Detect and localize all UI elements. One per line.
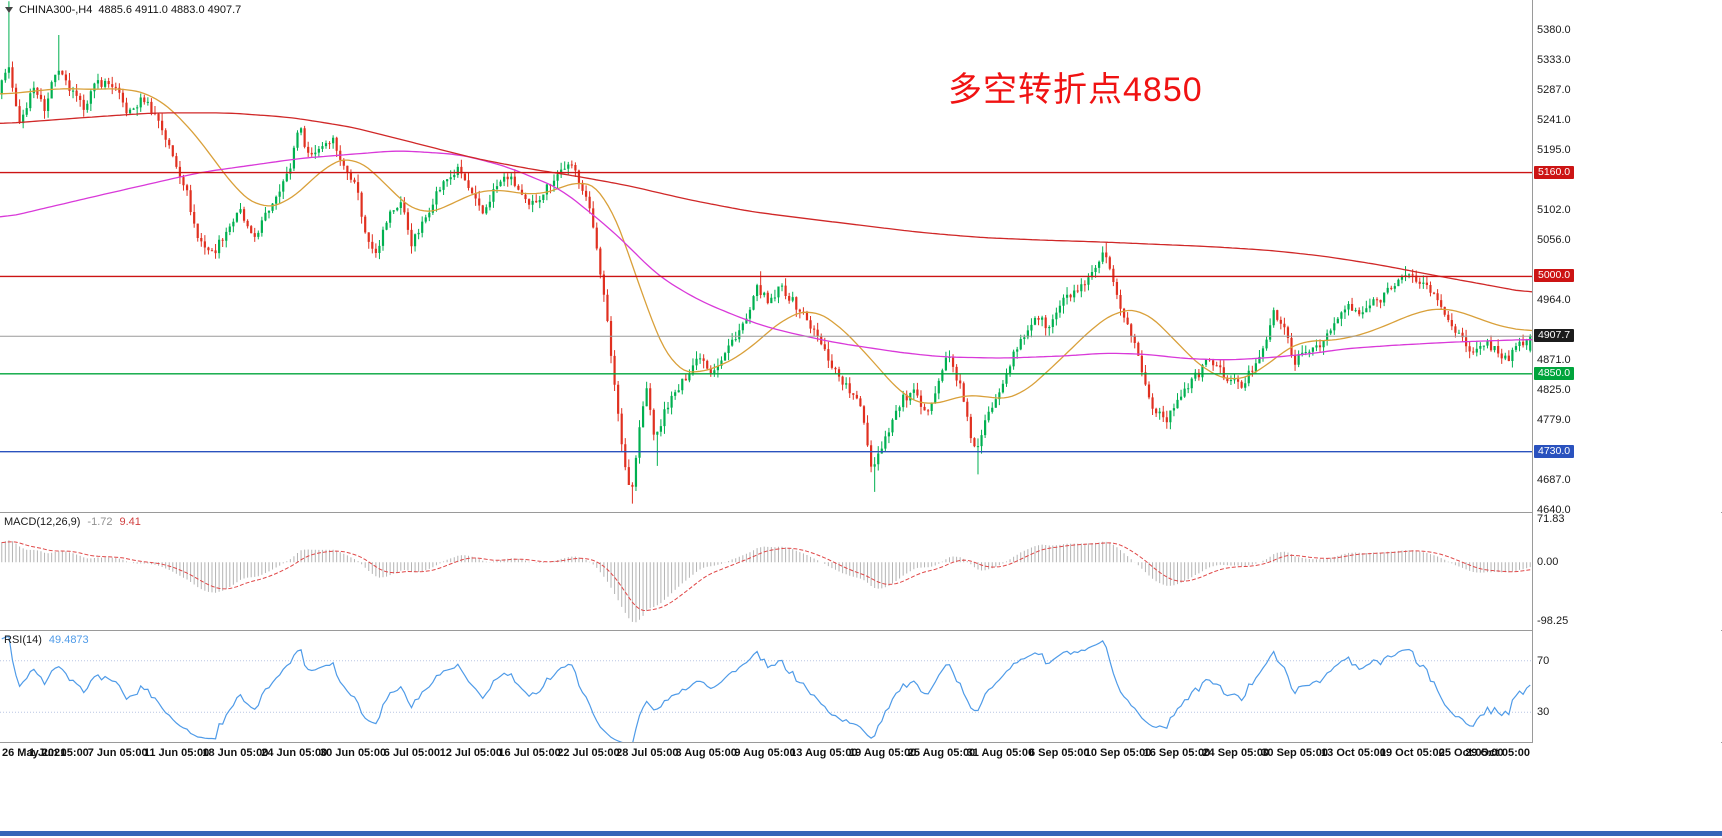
symbol-dropdown-icon[interactable]	[5, 7, 13, 13]
time-axis-label: 7 Jun 05:00	[87, 747, 148, 759]
rsi-label: RSI(14) 49.4873	[4, 634, 89, 646]
price-axis-label: 4825.0	[1537, 384, 1571, 396]
price-axis-label: 5241.0	[1537, 114, 1571, 127]
down-candle-wicks	[11, 61, 1524, 504]
price-level-badge-4850.0[interactable]: 4850.0	[1534, 366, 1575, 380]
time-axis-label: 6 Jul 05:00	[383, 747, 441, 759]
price-axis-label: 5056.0	[1537, 234, 1571, 247]
rsi-axis-label: 70	[1537, 654, 1550, 667]
time-axis-label: 30 Sep 05:00	[1261, 747, 1328, 759]
time-axis-label: 13 Aug 05:00	[790, 747, 858, 759]
time-axis-label: 24 Jun 05:00	[261, 747, 328, 759]
macd-signal-value: 9.41	[119, 516, 141, 528]
rsi-value: 49.4873	[48, 634, 89, 646]
ma-red-line	[0, 112, 1532, 293]
price-level-badge-5160.0[interactable]: 5160.0	[1534, 165, 1575, 179]
panel-separator[interactable]	[0, 630, 1722, 631]
price-axis-label: 4964.0	[1537, 293, 1571, 306]
macd-histogram	[1, 540, 1531, 623]
rsi-title: RSI(14)	[4, 634, 42, 646]
time-axis-label: 28 Jul 05:00	[616, 747, 679, 759]
time-axis: 26 May 2021 1 Jun 05:00 7 Jun 05:00 11 Jun …	[0, 745, 1532, 765]
macd-label: MACD(12,26,9) -1.72 9.41	[4, 516, 141, 528]
price-axis-label: 4640.0	[1537, 504, 1571, 517]
symbol-ohlc-bar: CHINA300-,H4 4885.6 4911.0 4883.0 4907.7	[5, 4, 241, 16]
price-axis-label: 4871.0	[1537, 354, 1571, 367]
time-axis-label: 11 Jun 05:00	[143, 747, 210, 759]
macd-chart	[1, 540, 1531, 623]
macd-axis-label: 71.83	[1537, 513, 1565, 526]
symbol-ohlc-values: 4885.6 4911.0 4883.0 4907.7	[98, 4, 242, 16]
macd-signal-line	[1, 541, 1531, 612]
time-axis-label: 16 Jul 05:00	[498, 747, 561, 759]
panel-separator	[0, 742, 1722, 743]
macd-axis-label: 0.00	[1537, 556, 1559, 569]
time-axis-label: 19 Oct 05:00	[1379, 747, 1445, 759]
time-axis-label: 13 Oct 05:00	[1321, 747, 1386, 759]
time-axis-label: 29 Oct 05:00	[1465, 747, 1530, 759]
time-axis-label: 6 Sep 05:00	[1028, 747, 1090, 759]
time-axis-label: 1 Jun 05:00	[28, 747, 89, 759]
time-axis-label: 31 Aug 05:00	[966, 747, 1035, 759]
time-axis-label: 26 May 2021	[2, 747, 67, 759]
time-axis-label: 25 Oct 05:00	[1438, 747, 1504, 759]
rsi-panel[interactable]: RSI(14) 49.4873	[0, 631, 1532, 742]
price-axis-label: 5380.0	[1537, 23, 1571, 36]
current-price-badge[interactable]: 4907.7	[1534, 329, 1575, 343]
macd-main-value: -1.72	[87, 516, 113, 528]
up-candle-wicks	[1, 1, 1531, 492]
time-axis-label: 18 Jun 05:00	[202, 747, 269, 759]
rsi-axis-label: 30	[1537, 706, 1550, 719]
time-axis-label: 25 Aug 05:00	[907, 747, 976, 759]
time-axis-label: 10 Sep 05:00	[1084, 747, 1152, 759]
price-axis-label: 5102.0	[1537, 204, 1571, 217]
price-axis-label: 5195.0	[1537, 143, 1571, 156]
time-axis-label: 22 Jul 05:00	[557, 747, 620, 759]
chart-annotation-text: 多空转折点4850	[948, 71, 1203, 109]
time-axis-label: 12 Jul 05:00	[439, 747, 502, 759]
time-axis-label: 9 Aug 05:00	[734, 747, 796, 759]
rsi-line	[1, 635, 1531, 742]
time-axis-label: 30 Jun 05:00	[320, 747, 387, 759]
macd-title: MACD(12,26,9)	[4, 516, 81, 528]
candlestick-chart	[0, 1, 1532, 504]
price-axis-label: 4687.0	[1537, 473, 1571, 486]
price-axis-separator	[1532, 0, 1533, 743]
price-axis: 5380.0 5333.0 5287.0 5241.0 5195.0 5102.0 5056…	[1533, 0, 1721, 743]
main-chart-panel[interactable]: CHINA300-,H4 4885.6 4911.0 4883.0 4907.7…	[0, 0, 1532, 512]
price-level-badge-4730.0[interactable]: 4730.0	[1534, 444, 1575, 458]
time-axis-label: 24 Sep 05:00	[1202, 747, 1270, 759]
macd-axis-label: -98.25	[1537, 615, 1569, 628]
price-axis-label: 4779.0	[1537, 413, 1571, 426]
ma-magenta-line	[0, 150, 1532, 361]
macd-panel[interactable]: MACD(12,26,9) -1.72 9.41	[0, 513, 1532, 630]
price-level-badge-5000.0[interactable]: 5000.0	[1534, 269, 1575, 283]
time-axis-label: 16 Sep 05:00	[1143, 747, 1211, 759]
rsi-chart	[0, 635, 1532, 742]
price-axis-label: 5287.0	[1537, 84, 1571, 97]
time-axis-label: 3 Aug 05:00	[675, 747, 737, 759]
symbol-title: CHINA300-,H4	[19, 4, 93, 16]
down-candle-bodies	[11, 67, 1525, 487]
price-axis-label: 5333.0	[1537, 54, 1571, 67]
panel-separator[interactable]	[0, 512, 1722, 513]
bottom-blue-bar	[0, 831, 1722, 836]
time-axis-label: 19 Aug 05:00	[848, 747, 917, 759]
